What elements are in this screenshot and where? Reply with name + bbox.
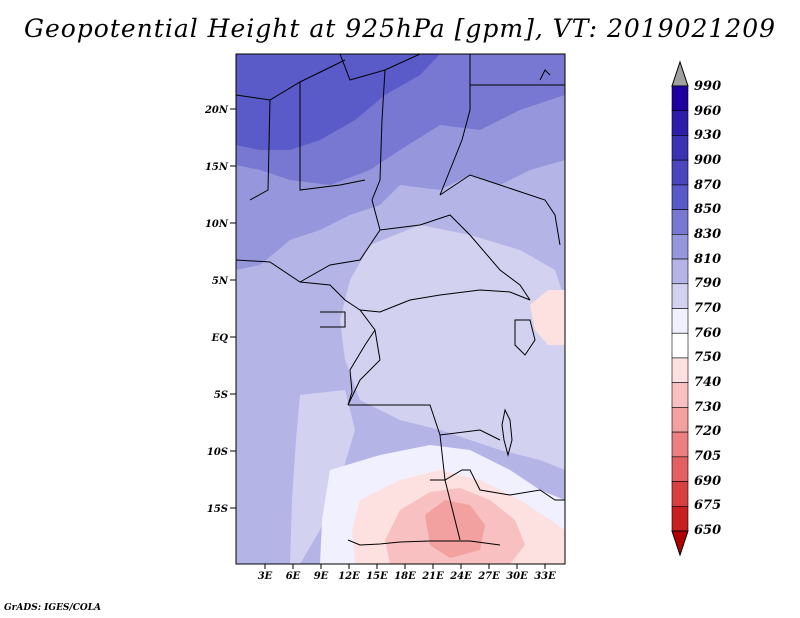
colorbar-label: 930 [694, 128, 721, 143]
colorbar-label: 850 [694, 202, 721, 217]
lat-label: 20N [204, 105, 229, 116]
colorbar-label: 675 [694, 498, 721, 513]
colorbar-bottom-triangle [671, 530, 689, 557]
border-line [236, 259, 381, 406]
lon-axis: 3E 6E 9E 12E 15E 18E 21E 24E 27E 30E 33E [258, 564, 556, 582]
lon-label: 9E [314, 571, 329, 582]
border-line [439, 54, 471, 196]
colorbar-label: 960 [694, 104, 721, 119]
field-region-730-south [425, 500, 485, 558]
border-line [347, 539, 501, 546]
height-field [236, 54, 565, 564]
colorbar-label: 720 [694, 424, 721, 439]
lake-outline [514, 319, 536, 356]
border-line [439, 434, 565, 501]
border-line [430, 479, 461, 541]
colorbar-swatch [671, 431, 689, 458]
colorbar-swatch [671, 283, 689, 309]
lat-label: 15S [207, 504, 228, 515]
lon-label: 3E [258, 571, 273, 582]
colorbar-label: 690 [694, 474, 721, 489]
colorbar-swatch [671, 456, 689, 482]
lon-label: 18E [394, 571, 416, 582]
lake-outline [501, 408, 513, 457]
border-line [320, 311, 346, 328]
border-line [249, 99, 271, 201]
lon-label: 27E [477, 571, 500, 582]
lat-axis: 20N 15N 10N 5N EQ 5S 10S 15S [204, 105, 236, 515]
colorbar-label: 870 [694, 178, 721, 193]
colorbar-label: 900 [694, 153, 721, 168]
border-line [299, 229, 381, 283]
lat-label: 10N [205, 219, 229, 230]
chart-title: Geopotential Height at 925hPa [gpm], VT:… [23, 14, 777, 43]
lon-label: 12E [338, 571, 360, 582]
lon-label: 30E [506, 571, 528, 582]
field-region-850-north [236, 54, 440, 150]
colorbar-label: 705 [694, 449, 721, 464]
colorbar-label: 650 [694, 523, 721, 538]
credit-text: GrADS: IGES/COLA [4, 603, 102, 613]
border-line [379, 214, 531, 301]
lat-label: 5S [214, 390, 228, 401]
border-line [299, 82, 366, 191]
colorbar-swatches [671, 85, 689, 532]
colorbar-label: 830 [694, 227, 721, 242]
lat-label: 5N [212, 276, 229, 287]
colorbar-label: 990 [694, 79, 721, 94]
field-region-750-east [530, 290, 565, 345]
border-line [339, 54, 421, 81]
map-frame [235, 53, 566, 565]
lon-label: 33E [534, 571, 556, 582]
border-line [371, 69, 386, 231]
lon-label: 24E [449, 571, 472, 582]
colorbar-swatch [671, 159, 689, 186]
colorbar-swatch [671, 308, 689, 334]
colorbar: 990 960 930 900 870 850 830 810 790 770 … [671, 60, 721, 557]
field-region-770-central [340, 225, 565, 470]
colorbar-label: 810 [694, 252, 721, 267]
colorbar-label: 730 [694, 400, 721, 415]
colorbar-label: 770 [694, 301, 721, 316]
colorbar-swatch [671, 505, 689, 532]
lat-label: 15N [205, 162, 229, 173]
colorbar-swatch [671, 357, 689, 383]
colorbar-swatch [671, 332, 689, 359]
colorbar-label: 760 [694, 326, 721, 341]
border-line [236, 59, 346, 101]
colorbar-label: 790 [694, 276, 721, 291]
colorbar-swatch [671, 382, 689, 408]
colorbar-label: 740 [694, 375, 721, 390]
lat-label: 10S [207, 447, 228, 458]
colorbar-swatch [671, 184, 689, 210]
colorbar-swatch [671, 234, 689, 260]
colorbar-swatch [671, 407, 689, 433]
colorbar-label: 750 [694, 350, 721, 365]
colorbar-top-triangle [671, 60, 689, 87]
colorbar-swatch [671, 209, 689, 235]
colorbar-swatch [671, 135, 689, 161]
lon-label: 21E [421, 571, 444, 582]
borders [236, 54, 565, 546]
field-region-770-west [290, 390, 355, 564]
border-line [347, 329, 376, 406]
colorbar-swatch [671, 481, 689, 507]
colorbar-swatch [671, 258, 689, 285]
border-line [359, 289, 531, 313]
border-line [539, 69, 551, 81]
lon-label: 6E [286, 571, 301, 582]
colorbar-swatch [671, 110, 689, 136]
lat-label: EQ [211, 333, 229, 344]
border-line [439, 174, 561, 246]
lon-label: 15E [366, 571, 388, 582]
colorbar-swatch [671, 85, 689, 112]
